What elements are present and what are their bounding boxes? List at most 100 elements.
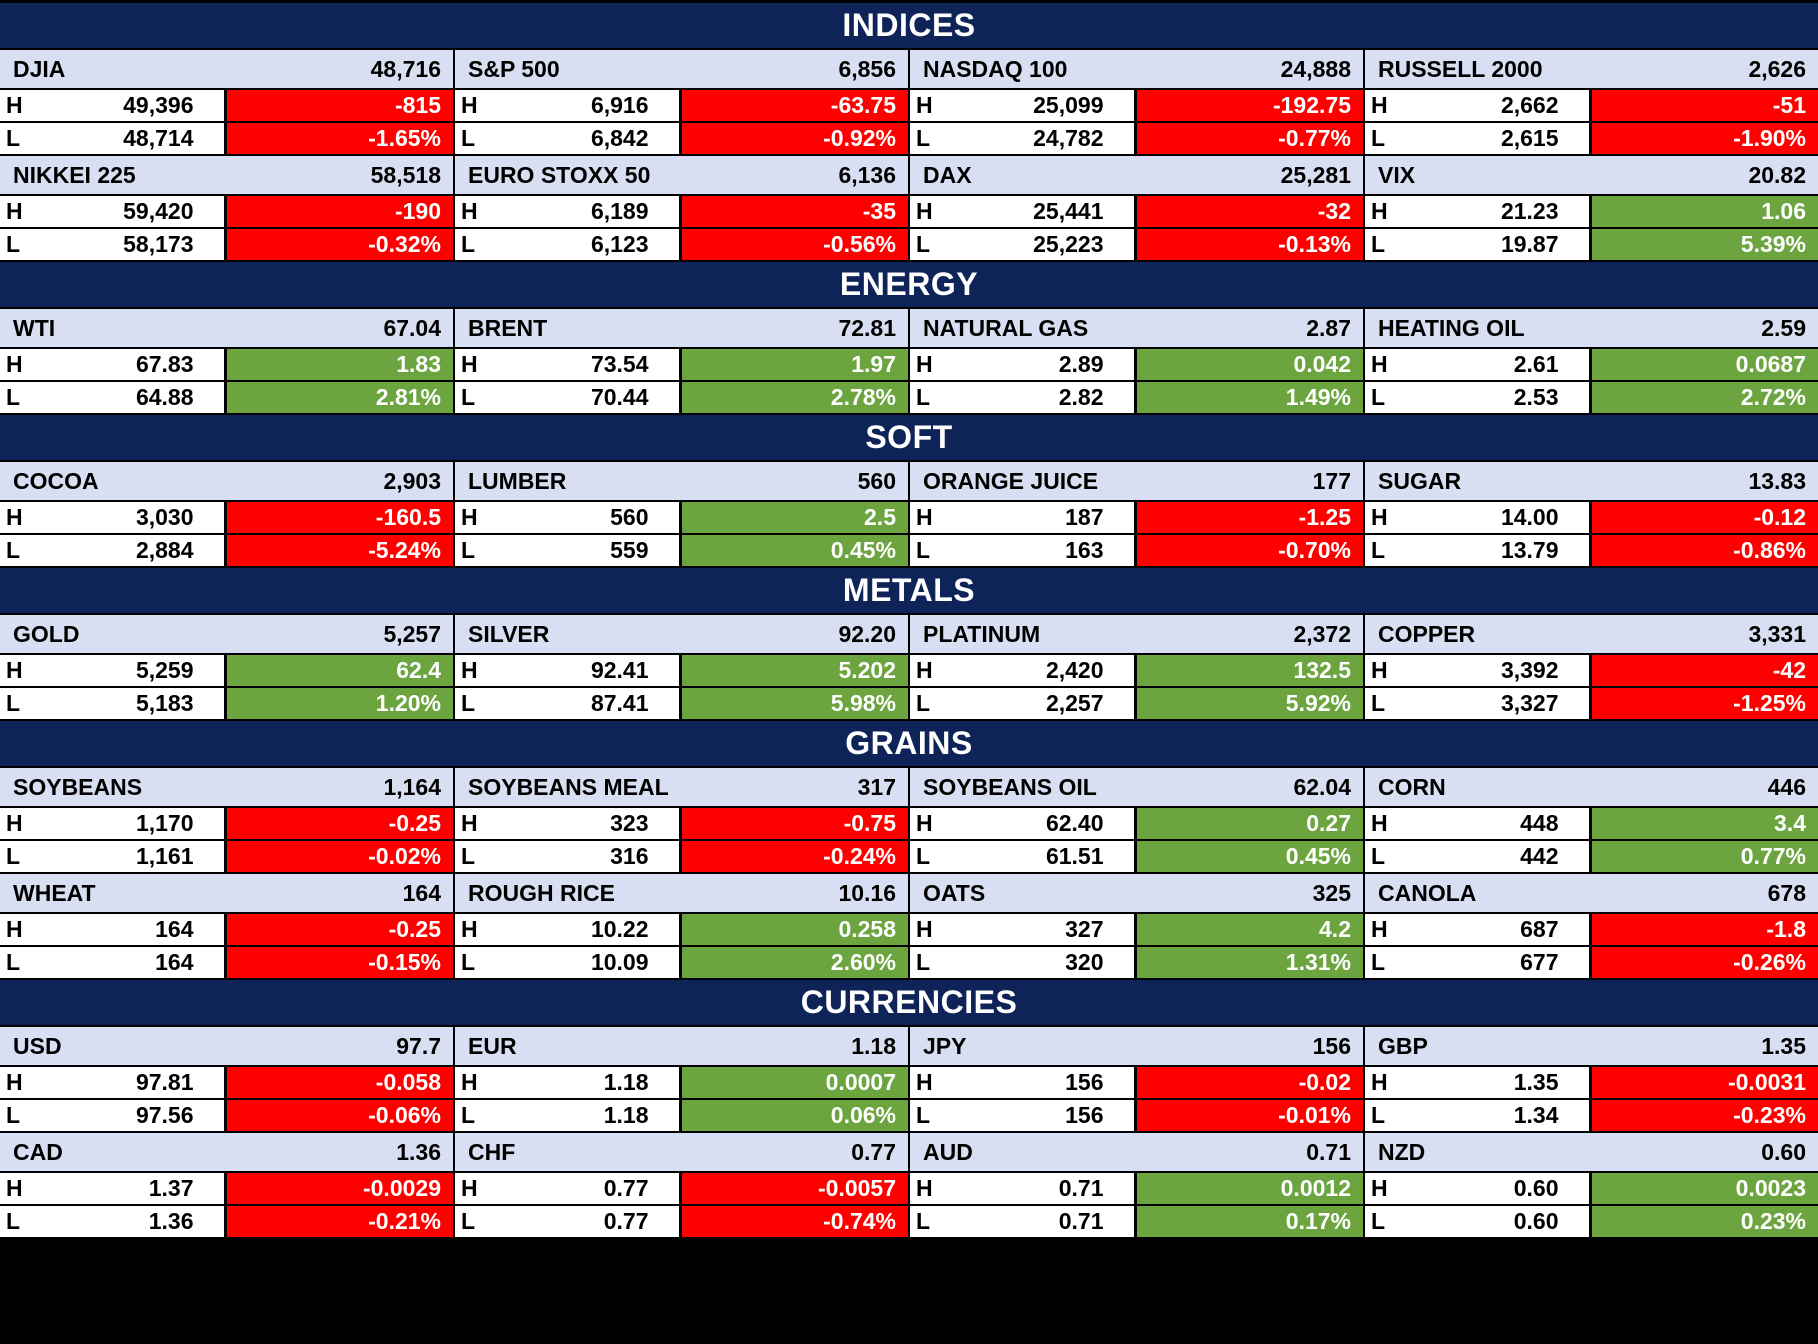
instrument-header: NATURAL GAS 2.87 [910, 309, 1363, 349]
high-value: 97.81 [135, 1069, 194, 1095]
high-row: H 0.77 -0.0057 [455, 1173, 908, 1206]
low-row: L 559 0.45% [455, 535, 908, 568]
low-row: L 1.34 -0.23% [1365, 1100, 1818, 1133]
high-label: H [1371, 916, 1388, 942]
instrument-card: EUR 1.18 H 1.18 0.0007 L 1.18 0.06% [455, 1027, 908, 1133]
low-row: L 6,842 -0.92% [455, 123, 908, 156]
change-pct-value: 0.17% [1136, 1206, 1363, 1237]
change-pct-value: -0.01% [1136, 1100, 1363, 1131]
instrument-row: DJIA 48,716 H 49,396 -815 L 48,714 -1.65% S&P 50… [0, 50, 1818, 156]
change-pct-value: 1.31% [1136, 947, 1363, 978]
instrument-name: GOLD [13, 620, 80, 647]
instrument-name: SUGAR [1378, 467, 1462, 494]
low-label: L [461, 1102, 476, 1128]
change-pct-value: -5.24% [226, 535, 453, 566]
last-value: 13.83 [1748, 467, 1806, 494]
low-cell: L 13.79 [1365, 535, 1592, 566]
instrument-name: DAX [923, 161, 972, 188]
instrument-name: USD [13, 1032, 62, 1059]
change-pct-value: -1.90% [1591, 123, 1818, 154]
instrument-name: EURO STOXX 50 [468, 161, 651, 188]
low-cell: L 2.82 [910, 382, 1137, 413]
low-label: L [916, 843, 931, 869]
low-cell: L 70.44 [455, 382, 682, 413]
high-label: H [1371, 351, 1388, 377]
low-cell: L 2.53 [1365, 382, 1592, 413]
last-value: 2,372 [1293, 620, 1351, 647]
high-label: H [461, 92, 478, 118]
high-row: H 1.37 -0.0029 [0, 1173, 453, 1206]
high-row: H 21.23 1.06 [1365, 196, 1818, 229]
low-label: L [461, 537, 476, 563]
high-row: H 164 -0.25 [0, 914, 453, 947]
high-row: H 67.83 1.83 [0, 349, 453, 382]
high-label: H [6, 916, 23, 942]
instrument-header: WTI 67.04 [0, 309, 453, 349]
last-value: 1.36 [396, 1138, 441, 1165]
change-pct-value: -0.86% [1591, 535, 1818, 566]
last-value: 156 [1312, 1032, 1351, 1059]
last-value: 0.77 [851, 1138, 896, 1165]
instrument-row: NIKKEI 225 58,518 H 59,420 -190 L 58,173 -0.32%… [0, 156, 1818, 262]
instrument-header: S&P 500 6,856 [455, 50, 908, 90]
low-label: L [916, 125, 931, 151]
low-label: L [916, 1208, 931, 1234]
low-row: L 5,183 1.20% [0, 688, 453, 721]
low-label: L [6, 384, 21, 410]
last-value: 446 [1767, 773, 1806, 800]
high-cell: H 25,099 [910, 90, 1137, 121]
low-row: L 61.51 0.45% [910, 841, 1363, 874]
high-row: H 25,099 -192.75 [910, 90, 1363, 123]
instrument-card: HEATING OIL 2.59 H 2.61 0.0687 L 2.53 2.72% [1365, 309, 1818, 415]
low-label: L [6, 125, 21, 151]
change-value: 1.83 [226, 349, 453, 380]
change-pct-value: -0.74% [681, 1206, 908, 1237]
instrument-row: USD 97.7 H 97.81 -0.058 L 97.56 -0.06% EUR 1.18 H 1… [0, 1027, 1818, 1133]
instrument-card: USD 97.7 H 97.81 -0.058 L 97.56 -0.06% [0, 1027, 453, 1133]
high-row: H 92.41 5.202 [455, 655, 908, 688]
high-label: H [1371, 1069, 1388, 1095]
high-value: 323 [610, 810, 649, 836]
instrument-header: ORANGE JUICE 177 [910, 462, 1363, 502]
last-value: 325 [1312, 879, 1351, 906]
instrument-row: CAD 1.36 H 1.37 -0.0029 L 1.36 -0.21% CHF 0.77 H 0.… [0, 1133, 1818, 1239]
instrument-name: VIX [1378, 161, 1416, 188]
low-label: L [6, 537, 21, 563]
change-value: -51 [1591, 90, 1818, 121]
high-cell: H 448 [1365, 808, 1592, 839]
change-value: 0.0023 [1591, 1173, 1818, 1204]
low-row: L 10.09 2.60% [455, 947, 908, 980]
instrument-name: GBP [1378, 1032, 1428, 1059]
high-value: 187 [1065, 504, 1104, 530]
low-label: L [916, 384, 931, 410]
low-row: L 64.88 2.81% [0, 382, 453, 415]
low-row: L 48,714 -1.65% [0, 123, 453, 156]
low-cell: L 64.88 [0, 382, 227, 413]
high-label: H [916, 916, 933, 942]
instrument-card: SOYBEANS OIL 62.04 H 62.40 0.27 L 61.51 0.45% [910, 768, 1363, 874]
last-value: 2,903 [383, 467, 441, 494]
high-value: 687 [1520, 916, 1559, 942]
high-row: H 6,189 -35 [455, 196, 908, 229]
low-cell: L 677 [1365, 947, 1592, 978]
low-cell: L 156 [910, 1100, 1137, 1131]
change-pct-value: 0.23% [1591, 1206, 1818, 1237]
low-row: L 87.41 5.98% [455, 688, 908, 721]
instrument-card: CORN 446 H 448 3.4 L 442 0.77% [1365, 768, 1818, 874]
section-header: INDICES [0, 3, 1818, 50]
low-cell: L 61.51 [910, 841, 1137, 872]
last-value: 1.35 [1761, 1032, 1806, 1059]
instrument-name: BRENT [468, 314, 548, 341]
instrument-card: SOYBEANS MEAL 317 H 323 -0.75 L 316 -0.24% [455, 768, 908, 874]
market-quotes-dashboard: INDICES DJIA 48,716 H 49,396 -815 L 48,714 -1.65… [0, 3, 1818, 1239]
instrument-name: SOYBEANS [13, 773, 143, 800]
instrument-card: OATS 325 H 327 4.2 L 320 1.31% [910, 874, 1363, 980]
change-value: 3.4 [1591, 808, 1818, 839]
change-value: 4.2 [1136, 914, 1363, 945]
change-value: -1.25 [1136, 502, 1363, 533]
last-value: 67.04 [383, 314, 441, 341]
high-label: H [916, 810, 933, 836]
change-value: 0.0012 [1136, 1173, 1363, 1204]
instrument-header: DJIA 48,716 [0, 50, 453, 90]
low-value: 320 [1065, 949, 1104, 975]
